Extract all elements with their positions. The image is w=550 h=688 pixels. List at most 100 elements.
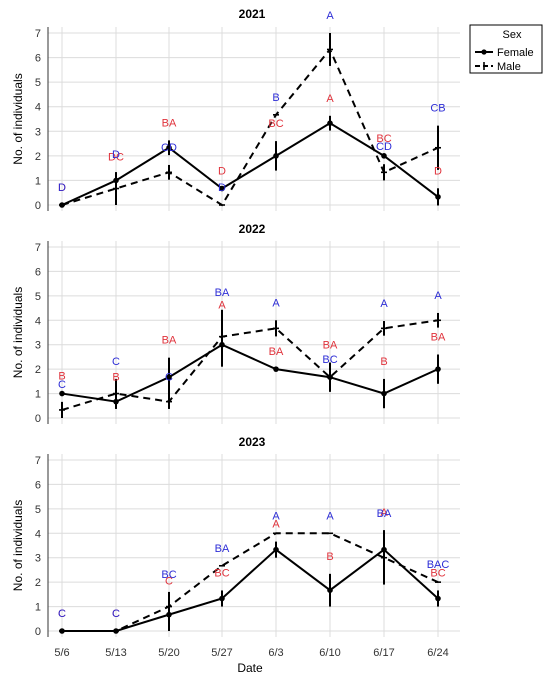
y-tick-label: 4 bbox=[35, 315, 41, 327]
legend-label-female: Female bbox=[497, 47, 534, 59]
letter-label-female: D bbox=[58, 182, 66, 194]
data-point-female bbox=[273, 153, 279, 159]
data-point-female bbox=[381, 390, 387, 397]
letter-label-female: C bbox=[112, 608, 120, 620]
series-line-male bbox=[61, 47, 439, 207]
letter-label-female: BA bbox=[162, 335, 177, 347]
letter-label-female: C bbox=[58, 608, 66, 620]
letter-label-male: BA bbox=[215, 287, 230, 299]
y-tick-label: 0 bbox=[35, 413, 41, 425]
letter-label-male: D bbox=[112, 149, 120, 161]
panel-title-2022: 2022 bbox=[239, 222, 266, 236]
letter-label-female: B bbox=[380, 356, 387, 368]
x-tick-label: 5/20 bbox=[158, 647, 179, 659]
y-tick-label: 0 bbox=[35, 626, 41, 638]
letter-label-male: CD bbox=[161, 142, 177, 154]
letter-label-female: C bbox=[165, 575, 173, 587]
x-tick-label: 6/24 bbox=[427, 647, 448, 659]
letter-label-male: C bbox=[58, 608, 66, 620]
data-point-female bbox=[219, 595, 225, 602]
letter-label-female: BA bbox=[269, 346, 284, 358]
series-line-female bbox=[62, 548, 439, 632]
letter-label-male: BA bbox=[377, 508, 392, 520]
y-tick-label: 6 bbox=[35, 479, 41, 491]
letter-label-male: A bbox=[434, 290, 442, 302]
y-tick-label: 3 bbox=[35, 126, 41, 138]
letter-label-male: D bbox=[58, 182, 66, 194]
letter-label-male: A bbox=[326, 10, 334, 22]
data-point-female bbox=[435, 366, 441, 372]
letter-label-male: C bbox=[112, 356, 120, 368]
y-tick-label: 1 bbox=[35, 175, 41, 187]
series-line-female bbox=[61, 343, 439, 403]
letter-label-female: BA bbox=[323, 340, 338, 352]
letter-label-female: BC bbox=[430, 567, 445, 579]
x-tick-label: 6/10 bbox=[319, 647, 340, 659]
series-line-male bbox=[62, 532, 439, 632]
x-tick-label: 5/13 bbox=[105, 647, 126, 659]
data-point-female bbox=[273, 366, 279, 372]
letter-label-male: BAC bbox=[427, 559, 450, 571]
letter-label-female: BA bbox=[431, 331, 446, 343]
data-point-female bbox=[435, 595, 441, 602]
letter-label-male: C bbox=[58, 379, 66, 391]
y-tick-label: 5 bbox=[35, 77, 41, 89]
y-tick-label: 6 bbox=[35, 53, 41, 65]
panel-title-2023: 2023 bbox=[239, 435, 266, 449]
letter-label-female: B bbox=[112, 371, 119, 383]
y-tick-label: 4 bbox=[35, 528, 41, 540]
letter-label-female: BC bbox=[376, 133, 391, 145]
data-point-female bbox=[273, 546, 279, 553]
y-tick-label: 7 bbox=[35, 28, 41, 40]
data-point-female bbox=[166, 374, 172, 381]
series-line-male bbox=[61, 319, 439, 411]
letter-label-female: BA bbox=[162, 117, 177, 129]
x-tick-label: 6/3 bbox=[268, 647, 283, 659]
y-tick-label: 2 bbox=[35, 151, 41, 163]
y-tick-label: 1 bbox=[35, 389, 41, 401]
letter-label-female: A bbox=[218, 300, 226, 312]
y-axis-title: No. of individuals bbox=[11, 287, 25, 378]
letter-label-male: BC bbox=[322, 354, 337, 366]
letter-label-female: B bbox=[326, 551, 333, 563]
y-tick-label: 3 bbox=[35, 340, 41, 352]
letter-label-male: BC bbox=[161, 569, 176, 581]
y-tick-label: 1 bbox=[35, 602, 41, 614]
letter-label-male: A bbox=[272, 297, 280, 309]
letter-label-male: A bbox=[326, 510, 334, 522]
letter-label-female: BC bbox=[214, 567, 229, 579]
letter-label-male: C bbox=[112, 608, 120, 620]
x-tick-label: 6/17 bbox=[373, 647, 394, 659]
y-tick-label: 7 bbox=[35, 455, 41, 467]
y-tick-label: 5 bbox=[35, 291, 41, 303]
legend-title: Sex bbox=[503, 29, 522, 41]
data-point-female bbox=[327, 120, 333, 126]
panel-title-2021: 2021 bbox=[239, 7, 266, 21]
y-tick-label: 7 bbox=[35, 242, 41, 254]
letter-label-male: BA bbox=[215, 543, 230, 555]
letter-label-male: A bbox=[380, 298, 388, 310]
data-point-female bbox=[59, 390, 65, 397]
letter-label-female: BC bbox=[268, 118, 283, 130]
letter-label-male: CD bbox=[376, 141, 392, 153]
y-tick-label: 2 bbox=[35, 577, 41, 589]
letter-label-female: D bbox=[434, 165, 442, 177]
letter-label-female: A bbox=[272, 519, 280, 531]
y-tick-label: 4 bbox=[35, 102, 41, 114]
y-tick-label: 2 bbox=[35, 364, 41, 376]
data-point-female bbox=[435, 194, 441, 200]
letter-label-male: C bbox=[165, 371, 173, 383]
data-point-female bbox=[381, 153, 387, 159]
y-tick-label: 3 bbox=[35, 553, 41, 565]
y-tick-label: 0 bbox=[35, 200, 41, 212]
letter-label-male: B bbox=[272, 92, 279, 104]
legend-box bbox=[469, 24, 543, 74]
x-axis-title: Date bbox=[237, 661, 263, 675]
x-tick-label: 5/6 bbox=[54, 647, 69, 659]
letter-label-female: A bbox=[380, 507, 388, 519]
data-point-female bbox=[327, 587, 333, 594]
letter-label-female: B bbox=[58, 371, 65, 383]
data-point-female bbox=[219, 185, 225, 192]
